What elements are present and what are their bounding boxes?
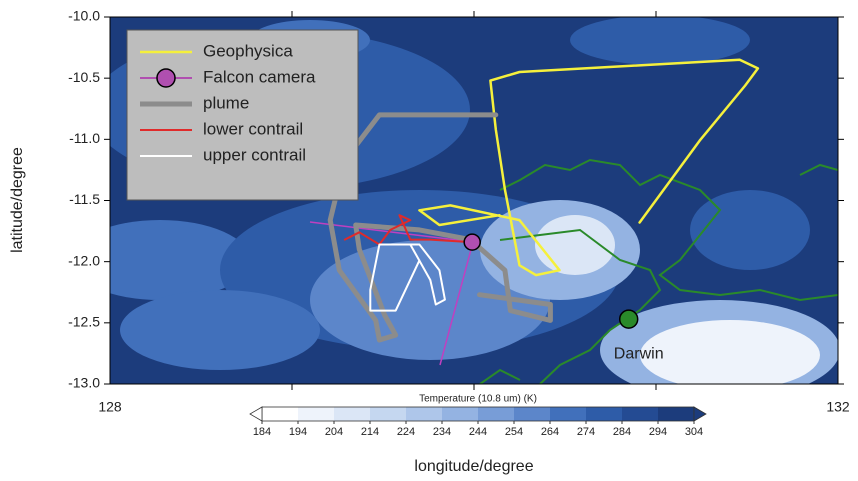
colorbar-tick-label: 254 bbox=[505, 426, 523, 438]
colorbar-bin bbox=[334, 407, 370, 421]
colorbar-arrow bbox=[249, 406, 263, 422]
colorbar-bin bbox=[658, 407, 694, 421]
colorbar-tick-label: 194 bbox=[289, 426, 307, 438]
colorbar-bin bbox=[550, 407, 586, 421]
colorbar-tick-label: 284 bbox=[613, 426, 631, 438]
colorbar-tick-label: 244 bbox=[469, 426, 487, 438]
colorbar-tick-label: 294 bbox=[649, 426, 667, 438]
colorbar-bin bbox=[298, 407, 334, 421]
colorbar-tick-label: 274 bbox=[577, 426, 595, 438]
colorbar-tick-label: 204 bbox=[325, 426, 343, 438]
legend-label: plume bbox=[203, 93, 249, 112]
legend-label: Falcon camera bbox=[203, 67, 316, 86]
y-tick-label: -12.0 bbox=[68, 252, 100, 268]
colorbar-tick-label: 224 bbox=[397, 426, 415, 438]
location-label: Darwin bbox=[614, 345, 664, 362]
legend-label: upper contrail bbox=[203, 145, 306, 164]
colorbar-bin bbox=[586, 407, 622, 421]
colorbar-bin bbox=[622, 407, 658, 421]
y-tick-label: -10.5 bbox=[68, 69, 100, 85]
y-axis-label: latitude/degree bbox=[9, 147, 26, 253]
legend-swatch bbox=[156, 68, 176, 88]
colorbar-bin bbox=[406, 407, 442, 421]
y-tick-label: -11.0 bbox=[69, 130, 100, 146]
camera-view-line bbox=[439, 241, 474, 366]
track bbox=[343, 214, 472, 246]
coastline bbox=[479, 158, 838, 384]
legend-label: lower contrail bbox=[203, 119, 303, 138]
colorbar-bin bbox=[442, 407, 478, 421]
y-tick-label: -13.0 bbox=[68, 375, 100, 391]
x-tick-label: 128 bbox=[98, 399, 122, 415]
colorbar-title: Temperature (10.8 um) (K) bbox=[419, 394, 537, 405]
y-tick-label: -11.5 bbox=[69, 191, 100, 207]
camera-point bbox=[463, 233, 481, 251]
camera-view-line bbox=[309, 221, 474, 243]
colorbar-tick-label: 304 bbox=[685, 426, 703, 438]
legend-label: Geophysica bbox=[203, 41, 293, 60]
y-tick-label: -12.5 bbox=[68, 314, 100, 330]
track bbox=[369, 243, 446, 312]
y-tick-label: -10.0 bbox=[68, 8, 100, 24]
colorbar-tick-label: 214 bbox=[361, 426, 379, 438]
x-tick-label: 132 bbox=[826, 399, 850, 415]
colorbar-bin bbox=[478, 407, 514, 421]
track bbox=[418, 58, 760, 277]
colorbar-tick-label: 234 bbox=[433, 426, 451, 438]
x-axis-label: longitude/degree bbox=[414, 458, 533, 475]
legend bbox=[126, 29, 359, 201]
colorbar-bin bbox=[262, 407, 298, 421]
colorbar-bin bbox=[514, 407, 550, 421]
colorbar-tick-label: 184 bbox=[253, 426, 271, 438]
colorbar-arrow bbox=[693, 406, 707, 422]
colorbar-tick-label: 264 bbox=[541, 426, 559, 438]
colorbar-bin bbox=[370, 407, 406, 421]
location-point bbox=[618, 309, 639, 329]
